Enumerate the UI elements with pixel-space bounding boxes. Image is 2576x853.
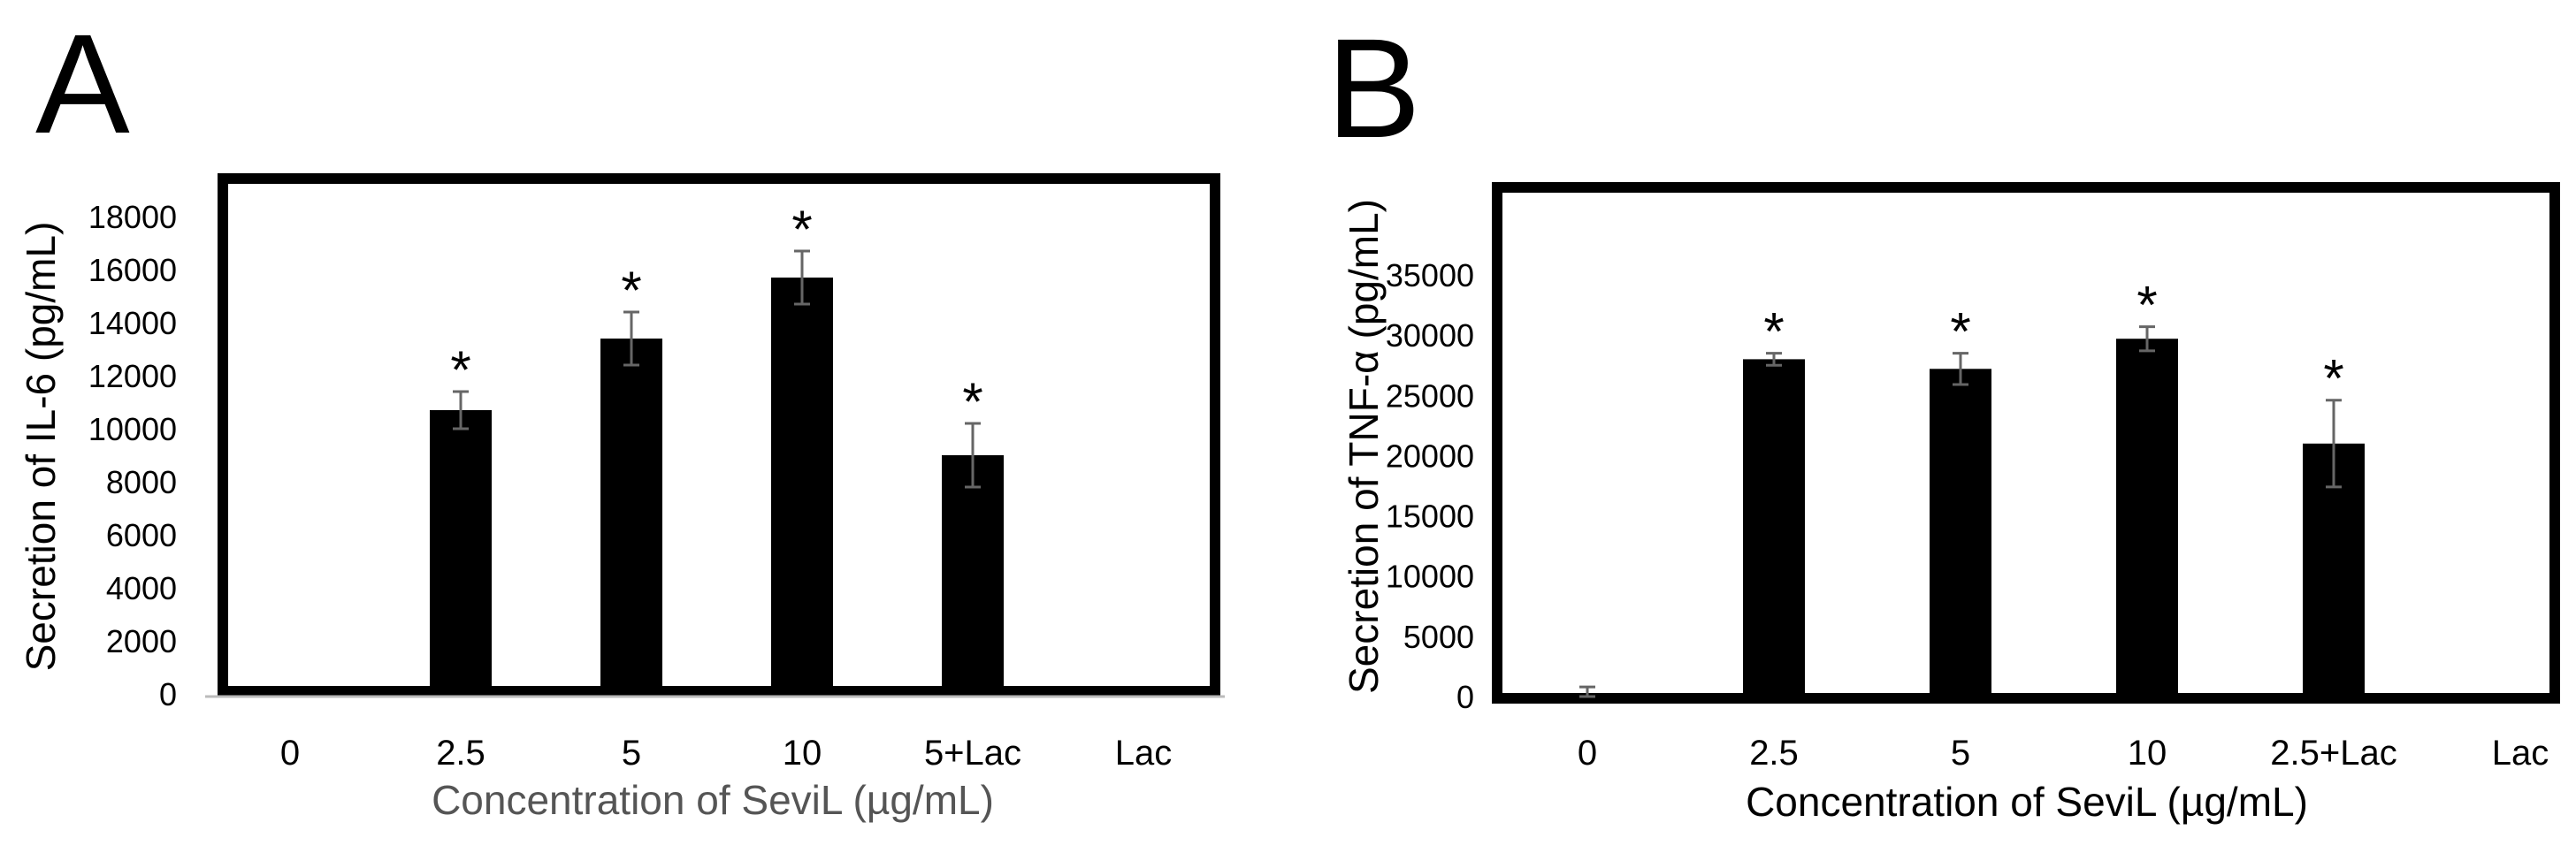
significance-star: * (962, 372, 982, 431)
error-bar (453, 390, 469, 430)
error-bar (1579, 685, 1595, 698)
ytick-label: 14000 (88, 305, 177, 341)
ytick-label: 5000 (1403, 619, 1474, 655)
category-label: 0 (280, 734, 300, 773)
bar (771, 278, 833, 694)
bar (1112, 692, 1174, 694)
ytick-label: 15000 (1386, 499, 1474, 535)
ytick-label: 0 (1456, 679, 1474, 715)
ytick-label: 4000 (106, 570, 177, 606)
ytick-label: 2000 (106, 623, 177, 659)
category-label: 5+Lac (924, 734, 1021, 773)
significance-star: * (450, 340, 470, 400)
chart-a-ylabel: Secretion of IL-6 (pg/mL) (18, 222, 64, 672)
error-bar (965, 422, 981, 489)
chart-a-ytick-labels: 0 2000 4000 6000 8000 10000 12000 14000 16000 180… (88, 199, 177, 712)
category-label: 5 (622, 734, 641, 773)
error-bar (1766, 352, 1782, 367)
category-label: 2.5 (436, 734, 485, 773)
chart-b-frame (1492, 182, 2560, 704)
chart-b-category-labels: 0 2.5 5 10 2.5+Lac Lac (1578, 734, 2549, 773)
category-label: 5 (1951, 734, 1970, 773)
category-label: Lac (2492, 734, 2549, 773)
ytick-label: 35000 (1386, 257, 1474, 293)
bar (600, 339, 662, 694)
bar (942, 455, 1004, 694)
significance-star: * (2136, 276, 2157, 335)
ytick-label: 10000 (88, 411, 177, 447)
significance-star: * (1950, 302, 1970, 362)
panel-letter-a: A (35, 4, 130, 163)
ytick-label: 8000 (106, 464, 177, 500)
significance-star: * (2323, 349, 2343, 408)
error-bar (794, 249, 810, 306)
ytick-label: 0 (159, 676, 177, 712)
error-bar (623, 310, 639, 367)
error-bar (1953, 352, 1968, 386)
panel-letter-b: B (1326, 9, 1421, 167)
chart-b-error-bars (1579, 325, 2342, 698)
significance-star: * (791, 200, 812, 259)
chart-a-xlabel: Concentration of SeviL (µg/mL) (432, 777, 994, 823)
ytick-label: 10000 (1386, 559, 1474, 595)
chart-a-significance: * * * * (450, 200, 982, 431)
significance-star: * (621, 261, 641, 320)
bar (1743, 359, 1805, 697)
chart-a-category-labels: 0 2.5 5 10 5+Lac Lac (280, 734, 1172, 773)
chart-a: 0 2000 4000 6000 8000 10000 12000 14000 16000 180… (18, 173, 1225, 823)
bar (1930, 369, 1991, 697)
bar (430, 410, 492, 694)
chart-a-bars (430, 278, 1174, 694)
chart-b-ytick-labels: 0 5000 10000 15000 20000 25000 30000 35000 (1386, 257, 1474, 715)
chart-b-significance: * * * * (1763, 276, 2343, 408)
bar (2116, 339, 2178, 697)
chart-b-xlabel: Concentration of SeviL (µg/mL) (1746, 779, 2308, 825)
ytick-label: 12000 (88, 358, 177, 394)
ytick-label: 16000 (88, 252, 177, 288)
ytick-label: 25000 (1386, 377, 1474, 414)
category-label: 2.5+Lac (2270, 734, 2396, 773)
chart-b-ylabel: Secretion of TNF-α (pg/mL) (1341, 199, 1387, 694)
category-label: 10 (2128, 734, 2167, 773)
error-bar (2326, 399, 2342, 489)
significance-star: * (1763, 302, 1784, 362)
error-bar (2139, 325, 2155, 353)
ytick-label: 6000 (106, 517, 177, 553)
category-label: Lac (1115, 734, 1173, 773)
ytick-label: 18000 (88, 199, 177, 235)
ytick-label: 20000 (1386, 438, 1474, 474)
chart-a-error-bars (453, 249, 981, 489)
chart-a-frame (218, 173, 1220, 697)
chart-b-bars (1743, 339, 2365, 697)
category-label: 2.5 (1749, 734, 1799, 773)
ytick-label: 30000 (1386, 317, 1474, 354)
category-label: 10 (783, 734, 822, 773)
category-label: 0 (1578, 734, 1597, 773)
